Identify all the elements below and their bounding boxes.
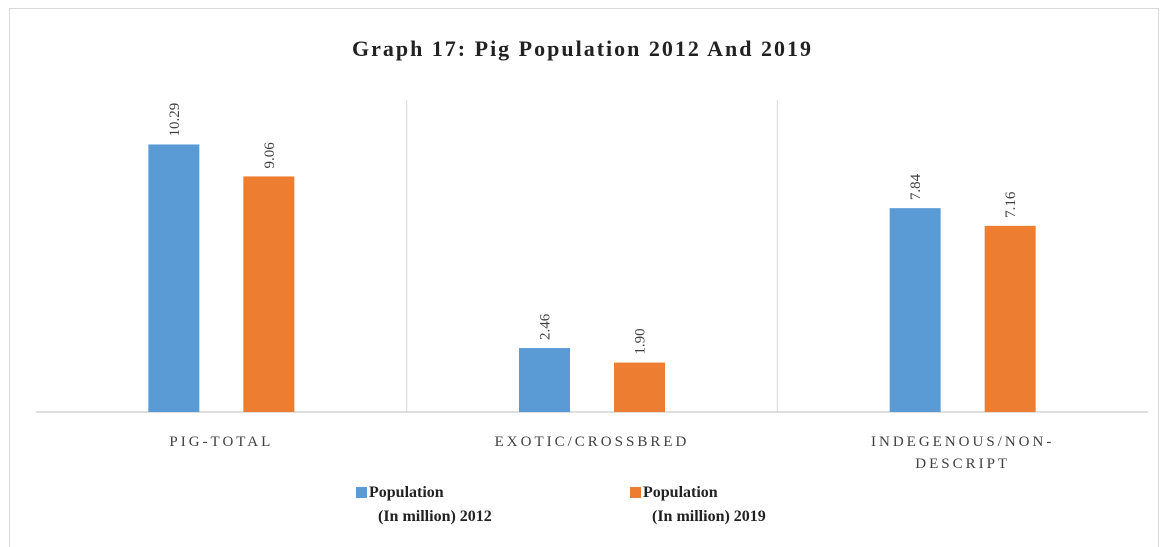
legend-label-2019-line1: Population (643, 484, 718, 502)
data-label: 10.29 (167, 103, 183, 137)
bar (148, 144, 199, 412)
x-tick-label: EXOTIC/CROSSBRED (495, 434, 690, 450)
bar (519, 348, 570, 412)
legend-label-2019-line2: (In million) 2019 (652, 508, 766, 526)
bar (890, 208, 941, 412)
legend-swatch-2012 (356, 487, 367, 498)
data-label: 7.84 (908, 173, 924, 200)
bar (243, 176, 294, 412)
data-label: 2.46 (538, 313, 554, 340)
x-tick-label: INDEGENOUS/NON- (871, 434, 1054, 450)
bar (985, 226, 1036, 412)
data-label: 9.06 (262, 142, 278, 169)
data-label: 7.16 (1003, 191, 1019, 218)
legend-label-2012-line1: Population (369, 484, 444, 502)
legend-swatch-2019 (630, 487, 641, 498)
x-tick-label: DESCRIPT (915, 456, 1010, 472)
bar (614, 363, 665, 412)
x-tick-label: PIG-TOTAL (169, 434, 273, 450)
legend-label-2012-line2: (In million) 2012 (378, 508, 492, 526)
data-label: 1.90 (633, 328, 649, 354)
